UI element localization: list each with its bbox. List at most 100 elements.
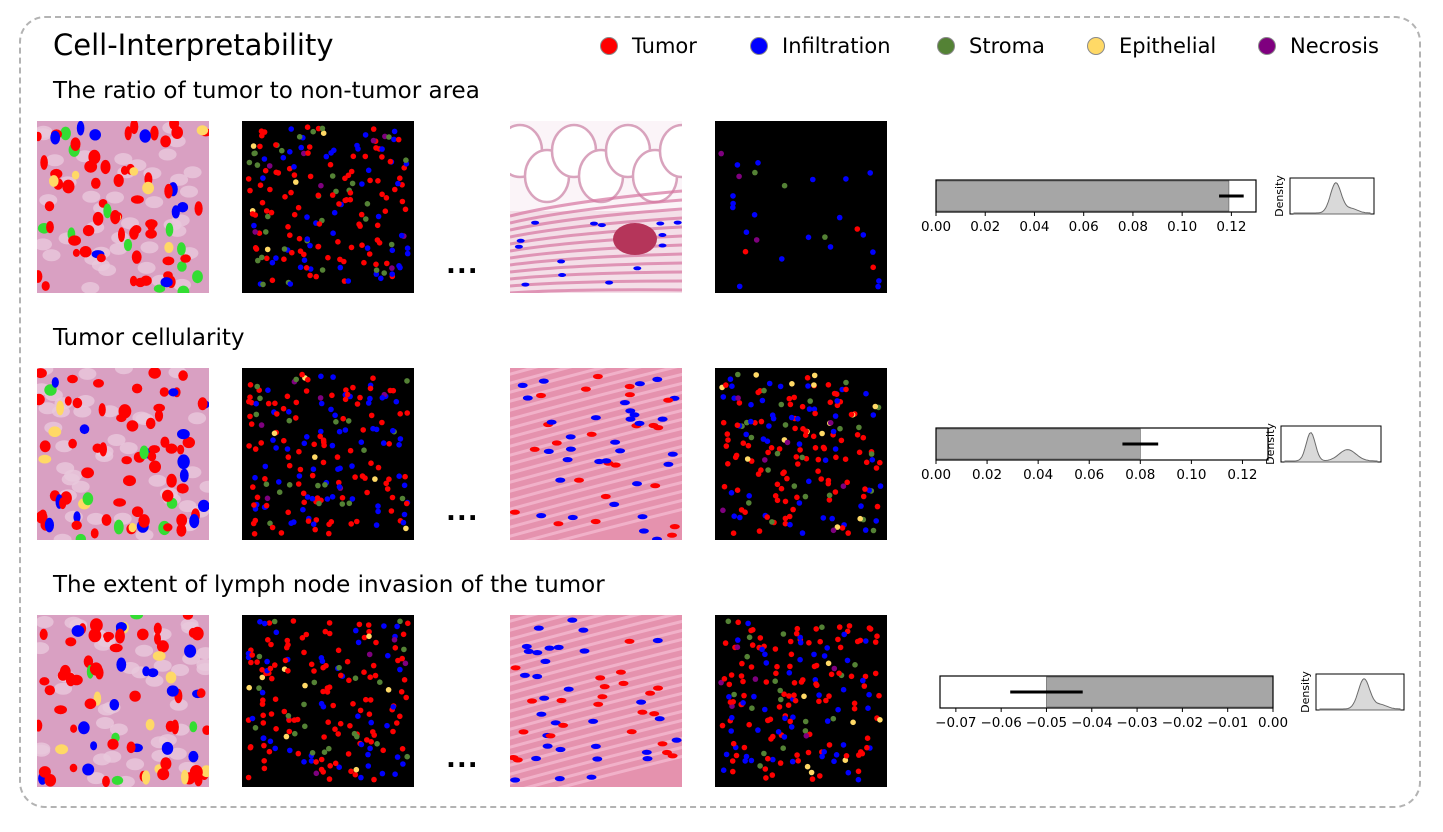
nucleus: [148, 368, 161, 379]
bar-chart-tumor-ratio: 0.00 0.02 0.04 0.06 0.08 0.10 0.12: [921, 179, 1257, 235]
cell-dot: [850, 719, 856, 726]
nucleus: [39, 440, 51, 453]
nucleus: [522, 395, 533, 401]
cell-dot: [392, 186, 398, 193]
cell-dot: [311, 441, 317, 448]
cell-dot: [806, 640, 812, 646]
cell-dot: [309, 472, 316, 479]
cell-dot: [732, 454, 739, 461]
cell-dot: [791, 680, 798, 686]
nucleus: [533, 625, 544, 631]
cell-dot: [252, 229, 258, 235]
cell-dot: [265, 637, 271, 643]
cell-dot: [811, 651, 817, 658]
cell-dot: [833, 454, 839, 461]
cell-dot: [286, 717, 292, 723]
cell-dot: [834, 524, 841, 530]
cell-dot: [311, 668, 317, 674]
tumor-dot-icon: [600, 37, 618, 55]
cell-map-tile: [715, 368, 887, 540]
cell-dot: [807, 398, 813, 404]
cell-dot: [401, 646, 407, 653]
cell-dot: [368, 412, 375, 419]
cell-dot: [286, 409, 292, 415]
cell-dot: [324, 496, 331, 502]
cell-dot: [261, 620, 268, 627]
cell-dot: [363, 696, 369, 703]
cell-dot: [265, 387, 271, 393]
nucleus: [510, 755, 519, 761]
cell-dot: [386, 134, 392, 140]
cell-dot: [257, 182, 264, 188]
cytoplasm: [180, 185, 198, 198]
nucleus: [579, 648, 590, 654]
fiber-strand: [510, 453, 682, 502]
cell-dot: [247, 382, 254, 388]
nucleus: [667, 532, 677, 538]
cell-dot: [870, 527, 877, 534]
nucleus: [176, 483, 189, 494]
cell-dot: [401, 482, 408, 489]
cell-dot: [263, 502, 270, 509]
cell-dot: [773, 670, 779, 677]
cell-dot: [381, 270, 387, 276]
cell-dot: [345, 278, 352, 284]
cell-dot: [269, 277, 276, 284]
cell-dot: [765, 467, 771, 473]
cell-dot: [790, 714, 796, 720]
cell-dot: [402, 473, 408, 480]
nucleus: [131, 506, 144, 517]
cell-dot: [363, 216, 369, 222]
cell-dot: [728, 728, 734, 734]
cell-dot: [246, 443, 252, 449]
cell-dot: [283, 733, 290, 740]
cytoplasm: [98, 264, 117, 276]
cytoplasm: [171, 664, 190, 676]
cell-dot: [303, 265, 310, 271]
cell-dot: [776, 446, 783, 452]
cell-dot: [296, 448, 302, 455]
cell-map-tile: [242, 121, 414, 293]
cell-dot: [250, 484, 256, 490]
nucleus: [78, 721, 90, 735]
density-frame: [1280, 425, 1382, 463]
cell-dot: [769, 519, 775, 525]
cell-dot: [865, 705, 871, 711]
cytoplasm: [87, 772, 106, 785]
nucleus: [160, 757, 172, 771]
nucleus: [51, 377, 59, 388]
cell-dot: [379, 395, 386, 401]
legend-label: Epithelial: [1119, 34, 1217, 58]
cell-dot: [405, 620, 411, 627]
cell-dot: [770, 415, 777, 422]
cell-dot: [377, 679, 383, 685]
cell-dot: [365, 622, 372, 628]
nucleus: [586, 431, 597, 437]
nucleus: [76, 121, 85, 136]
cell-dot: [320, 459, 327, 466]
cell-dot: [271, 618, 278, 625]
density-plot-tumor-cellularity: Density: [1264, 423, 1382, 465]
cell-dot: [854, 226, 861, 232]
nucleus: [131, 383, 143, 394]
nucleus: [60, 126, 71, 141]
cell-dot: [348, 768, 354, 775]
cell-dot: [734, 644, 741, 650]
cell-dot: [291, 211, 298, 218]
cell-dot: [273, 255, 279, 261]
nucleus: [83, 655, 94, 668]
tile-graphic: [37, 615, 209, 787]
fiber-strand: [510, 718, 682, 767]
infiltration-dot-icon: [750, 37, 768, 55]
nucleus: [64, 396, 72, 406]
cell-dot: [869, 457, 876, 463]
fiber-strand: [510, 372, 682, 421]
fiber-strand: [510, 655, 682, 704]
cell-dot: [347, 190, 354, 196]
nucleus: [46, 221, 54, 234]
nucleus: [130, 195, 144, 204]
cell-dot: [254, 162, 261, 168]
cell-dot: [252, 446, 259, 452]
fiber-strand: [510, 462, 682, 511]
cell-dot: [267, 520, 273, 527]
